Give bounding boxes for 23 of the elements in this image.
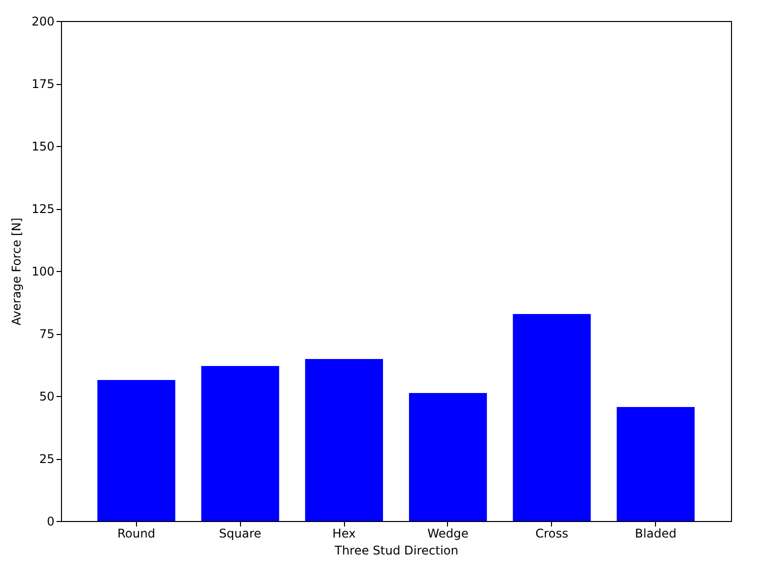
y-axis-title: Average Force [N] <box>10 218 24 326</box>
x-tick-label: Bladed <box>634 526 676 540</box>
x-tick-label: Square <box>219 526 262 540</box>
y-tick-label: 125 <box>32 202 54 216</box>
y-tick-label: 100 <box>32 264 54 278</box>
bar <box>201 366 280 521</box>
bar <box>616 407 695 521</box>
bar <box>512 314 591 521</box>
y-tick-label: 150 <box>32 140 54 154</box>
y-tick-label: 0 <box>46 514 54 528</box>
y-tick-label: 175 <box>32 77 54 91</box>
x-tick-label: Round <box>117 526 156 540</box>
y-tick-label: 50 <box>39 390 54 404</box>
x-axis-title: Three Stud Direction <box>334 544 458 558</box>
y-tick-label: 25 <box>39 452 54 466</box>
bar <box>97 380 176 521</box>
bar <box>305 359 384 521</box>
x-tick-label: Wedge <box>427 526 469 540</box>
x-tick-label: Hex <box>332 526 356 540</box>
x-tick-label: Cross <box>535 526 568 540</box>
y-tick-label: 200 <box>32 14 54 28</box>
bar <box>408 393 487 521</box>
y-tick-label: 75 <box>39 327 54 341</box>
